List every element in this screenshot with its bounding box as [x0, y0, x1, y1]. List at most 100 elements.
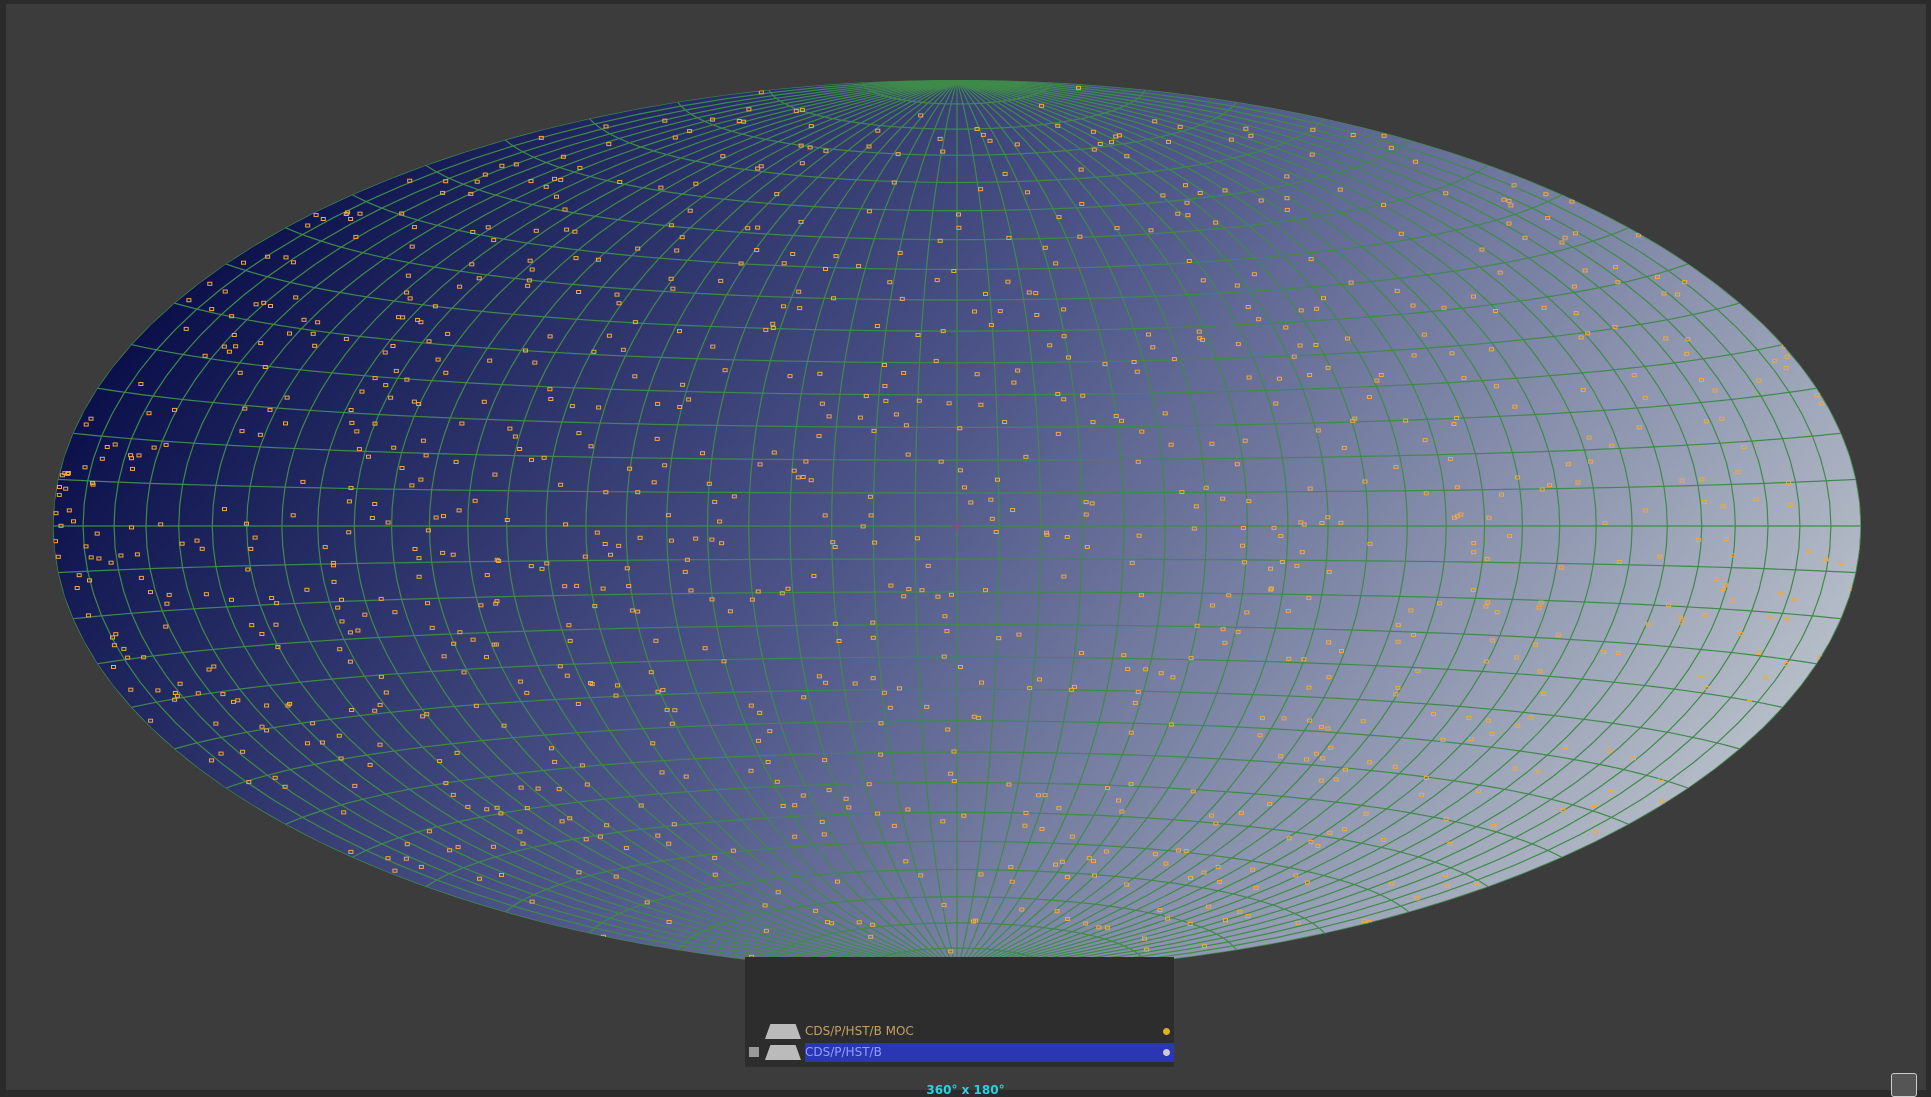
footprint: [1109, 140, 1114, 145]
footprint: [1201, 870, 1207, 875]
footprint: [1440, 737, 1446, 742]
footprint: [482, 172, 488, 177]
footprint: [1235, 629, 1241, 634]
footprint: [362, 612, 368, 617]
footprint: [1023, 811, 1029, 815]
footprint: [765, 760, 771, 764]
footprint: [1190, 789, 1196, 794]
footprint: [418, 320, 424, 325]
footprint: [1116, 798, 1121, 803]
footprint: [1183, 849, 1189, 853]
footprint: [989, 516, 995, 521]
footprint: [1362, 479, 1368, 484]
footprint: [978, 187, 984, 192]
footprint: [259, 724, 265, 729]
footprint: [312, 343, 318, 348]
footprint: [1327, 830, 1333, 835]
footprint: [287, 331, 292, 336]
footprint: [1414, 896, 1420, 901]
footprint: [1423, 775, 1429, 780]
footprint: [213, 721, 219, 726]
footprint: [706, 481, 712, 486]
footprint: [1325, 726, 1331, 731]
footprint: [756, 738, 761, 743]
footprint: [1642, 508, 1648, 513]
footprint: [1246, 499, 1252, 504]
footprint: [359, 389, 365, 394]
layer-row[interactable]: CDS/P/HST/B: [745, 1043, 1174, 1062]
footprint: [798, 143, 804, 148]
footprint: [544, 561, 550, 566]
footprint: [616, 301, 622, 306]
footprint: [1166, 139, 1171, 144]
footprint: [712, 855, 718, 860]
footprint: [1243, 126, 1249, 131]
footprint: [245, 567, 251, 572]
grid-line: [677, 896, 1237, 951]
pan-tool[interactable]: [1891, 1073, 1917, 1097]
footprint: [951, 269, 957, 273]
sky-map[interactable]: [6, 4, 1926, 1090]
footprint: [1068, 687, 1074, 692]
footprint: [468, 191, 474, 196]
footprint: [385, 520, 391, 525]
grid-line: [72, 591, 1842, 620]
footprint: [447, 848, 453, 853]
footprint: [1278, 534, 1284, 538]
footprint: [835, 879, 840, 884]
footprint: [677, 405, 683, 409]
footprint: [595, 257, 601, 262]
sky-view[interactable]: [6, 4, 1926, 1090]
footprint: [206, 667, 212, 672]
layer-checkbox[interactable]: [749, 1047, 759, 1057]
footprint: [1679, 478, 1685, 483]
footprint: [979, 680, 984, 685]
footprint: [856, 920, 862, 925]
footprint: [393, 368, 399, 373]
footprint: [1240, 526, 1246, 530]
footprint: [1573, 231, 1579, 236]
footprint: [301, 317, 307, 322]
footprint: [655, 833, 661, 838]
footprint: [775, 890, 781, 895]
footprint: [1392, 764, 1398, 769]
footprint: [1713, 576, 1719, 581]
footprint: [745, 226, 751, 231]
footprint: [1536, 605, 1542, 610]
footprint: [1245, 305, 1251, 309]
footprint: [1838, 560, 1844, 565]
layer-row[interactable]: CDS/P/HST/B MOC: [745, 1022, 1174, 1041]
footprint: [1612, 325, 1618, 330]
footprint: [290, 513, 296, 518]
footprint: [1699, 477, 1705, 482]
footprint: [1573, 311, 1579, 316]
footprint: [800, 475, 806, 479]
footprint: [172, 697, 178, 702]
footprint: [104, 445, 110, 449]
footprint: [1042, 793, 1048, 798]
footprint: [129, 525, 134, 530]
footprint: [874, 324, 880, 328]
footprint: [1124, 882, 1130, 887]
footprint: [1569, 199, 1575, 204]
footprint: [1128, 782, 1134, 787]
footprint: [1470, 587, 1476, 592]
footprint: [1342, 827, 1347, 832]
footprint: [148, 590, 153, 595]
footprint: [1019, 907, 1025, 912]
footprint: [888, 583, 894, 588]
footprint: [1188, 876, 1194, 880]
footprint: [811, 574, 817, 578]
footprint: [559, 819, 565, 824]
footprint: [1593, 829, 1599, 834]
footprint: [1171, 357, 1177, 362]
footprint: [1788, 503, 1794, 507]
footprint: [686, 397, 692, 402]
footprint: [1226, 593, 1232, 598]
footprint: [1234, 462, 1240, 467]
grid-line: [131, 656, 1783, 708]
footprint: [1129, 560, 1135, 565]
footprint: [343, 336, 349, 341]
footprint: [1298, 520, 1304, 525]
footprint: [870, 922, 876, 927]
